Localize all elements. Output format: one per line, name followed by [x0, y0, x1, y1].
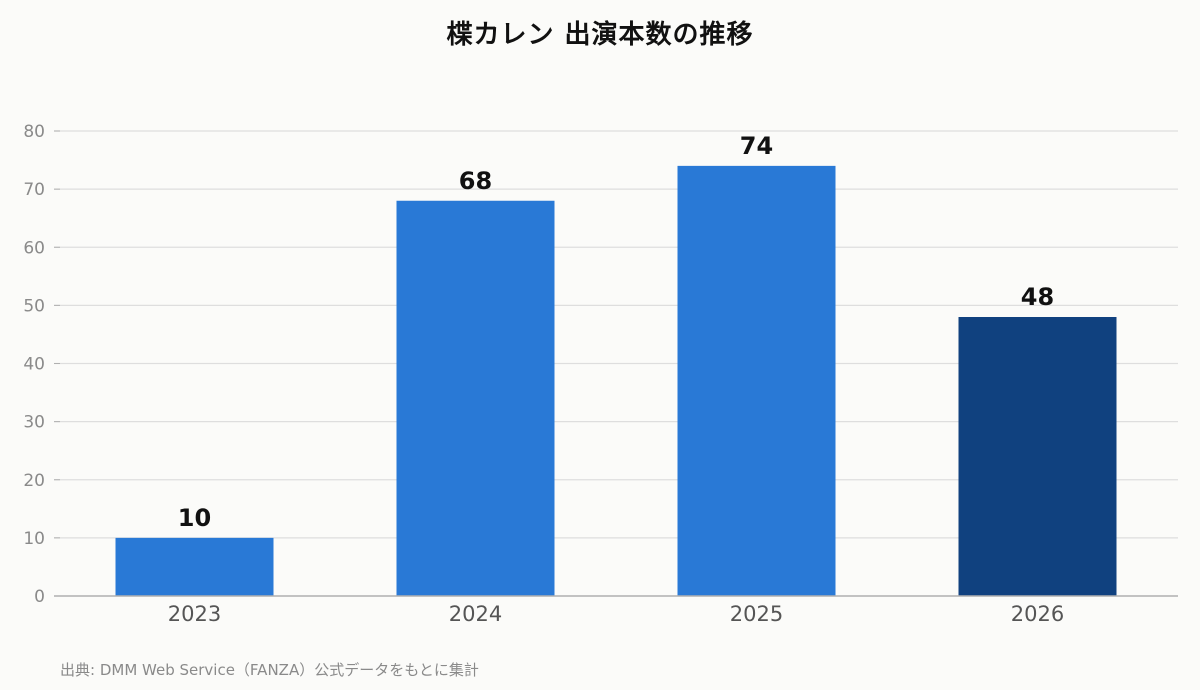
x-tick-label: 2023: [168, 602, 221, 626]
x-tick-label: 2025: [730, 602, 783, 626]
chart-title: 楪カレン 出演本数の推移: [446, 20, 754, 50]
y-tick-label: 30: [23, 413, 45, 433]
y-tick-label: 70: [23, 180, 45, 200]
value-labels: 10 68 74 48: [178, 132, 1054, 532]
value-label: 48: [1021, 283, 1054, 311]
y-tick-label: 20: [23, 471, 45, 491]
x-axis-ticks: 2023 2024 2025 2026: [168, 602, 1064, 626]
source-note: 出典: DMM Web Service（FANZA）公式データをもとに集計: [60, 661, 479, 679]
bars: [115, 165, 1117, 596]
y-tick-label: 10: [23, 529, 45, 549]
y-axis-ticks: 0 10 20 30 40 50 60 70 80: [23, 122, 60, 607]
x-tick-label: 2024: [449, 602, 502, 626]
bar-2026: [958, 317, 1117, 596]
bar-2023: [115, 537, 274, 596]
y-tick-label: 60: [23, 238, 45, 258]
y-tick-label: 80: [23, 122, 45, 142]
y-tick-label: 40: [23, 355, 45, 375]
x-tick-label: 2026: [1011, 602, 1064, 626]
bar-2025: [677, 165, 836, 596]
value-label: 68: [459, 167, 492, 195]
value-label: 74: [740, 132, 773, 160]
y-tick-label: 50: [23, 296, 45, 316]
y-tick-label: 0: [34, 587, 45, 607]
bar-2024: [396, 200, 555, 596]
value-label: 10: [178, 504, 211, 532]
